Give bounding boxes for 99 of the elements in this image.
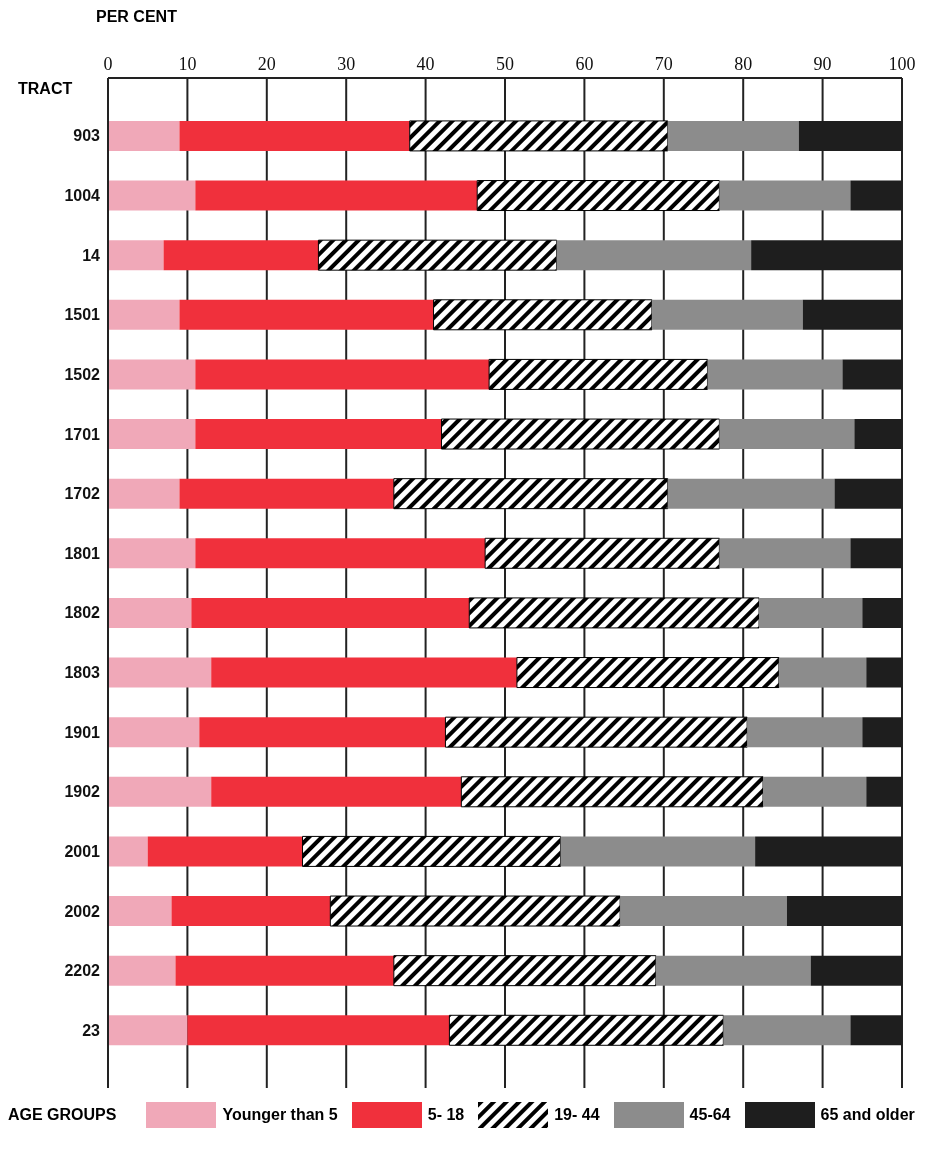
bar: [440, 418, 720, 450]
bar: [444, 716, 748, 748]
y-tick-label: 1702: [64, 485, 101, 503]
bar: [108, 359, 196, 390]
bar: [108, 419, 196, 450]
y-tick-label: 2202: [64, 962, 101, 980]
x-tick-label: 40: [416, 54, 435, 74]
bar: [187, 1015, 450, 1046]
x-tick-label: 30: [337, 54, 356, 74]
bar: [199, 717, 446, 748]
bar: [108, 597, 192, 628]
bar: [393, 478, 669, 510]
y-tick-label: 1502: [64, 365, 101, 383]
bar: [195, 180, 478, 211]
y-tick-label: 1004: [64, 187, 101, 205]
bar: [759, 597, 863, 628]
x-tick-label: 50: [496, 54, 514, 74]
y-axis-title: TRACT: [18, 80, 73, 98]
legend-label: 45-64: [689, 1106, 731, 1124]
x-tick-label: 100: [888, 54, 916, 74]
bar: [667, 478, 835, 509]
y-tick-label: 1801: [64, 544, 101, 562]
y-tick-label: 903: [73, 127, 101, 145]
bar: [317, 239, 558, 271]
bar: [448, 1014, 724, 1046]
bar: [651, 299, 803, 330]
y-tick-label: 1802: [64, 604, 101, 622]
legend-label: 5- 18: [427, 1106, 465, 1124]
bar: [147, 836, 303, 867]
bar: [620, 896, 787, 927]
bar: [763, 776, 867, 807]
y-tick-label: 23: [82, 1021, 101, 1039]
x-tick-label: 10: [178, 54, 197, 74]
y-tick-label: 2002: [64, 902, 101, 920]
x-tick-label: 70: [654, 54, 673, 74]
bar: [108, 120, 180, 151]
bar: [195, 419, 442, 450]
bar: [108, 836, 148, 867]
bar: [195, 538, 486, 569]
bar: [108, 657, 212, 688]
bar: [329, 895, 621, 927]
x-tick-label: 80: [734, 54, 753, 74]
y-tick-label: 2001: [64, 842, 101, 860]
bar: [108, 538, 196, 569]
bar: [108, 776, 212, 807]
bar: [516, 657, 780, 689]
bar: [108, 180, 196, 211]
bar: [108, 478, 180, 509]
legend-title: AGE GROUPS: [8, 1106, 117, 1124]
bar: [556, 240, 752, 271]
bar: [211, 776, 462, 807]
x-tick-label: 20: [257, 54, 276, 74]
bar: [171, 896, 331, 927]
bar: [433, 299, 653, 331]
bar: [163, 240, 319, 271]
bar: [409, 120, 669, 152]
bar: [707, 359, 843, 390]
bar: [179, 299, 434, 330]
bar: [723, 1015, 851, 1046]
bar: [108, 1015, 188, 1046]
bar: [108, 299, 180, 330]
legend-label: 65 and older: [820, 1106, 915, 1124]
bar: [488, 358, 708, 390]
bar: [460, 776, 764, 808]
bar: [108, 717, 200, 748]
y-tick-label: 1501: [64, 306, 101, 324]
bar: [108, 955, 176, 986]
bar: [476, 180, 720, 212]
y-tick-label: 1901: [64, 723, 101, 741]
x-axis-title: PER CENT: [96, 8, 178, 27]
bar: [719, 419, 855, 450]
x-tick-label: 60: [575, 54, 594, 74]
x-tick-label: 90: [813, 54, 832, 74]
bar: [778, 657, 867, 688]
y-tick-label: 1803: [64, 664, 101, 682]
bar: [719, 180, 851, 211]
y-tick-label: 1701: [64, 425, 101, 443]
bar: [195, 359, 490, 390]
bar: [655, 955, 811, 986]
bar: [667, 120, 799, 151]
y-tick-label: 14: [82, 246, 101, 264]
bar: [719, 538, 851, 569]
bar: [179, 478, 394, 509]
bar: [484, 537, 720, 569]
bar: [175, 955, 394, 986]
bar: [302, 835, 562, 867]
legend-label: Younger than 5: [222, 1106, 338, 1124]
x-tick-label: 0: [103, 54, 113, 74]
bar: [108, 240, 164, 271]
bar: [191, 597, 470, 628]
bar: [560, 836, 756, 867]
bar: [468, 597, 760, 629]
y-tick-label: 1902: [64, 783, 101, 801]
bar: [108, 896, 172, 927]
legend-label: 19- 44: [554, 1106, 600, 1124]
bar: [747, 717, 863, 748]
bar: [179, 120, 410, 151]
bar: [393, 955, 657, 987]
bar: [211, 657, 517, 688]
